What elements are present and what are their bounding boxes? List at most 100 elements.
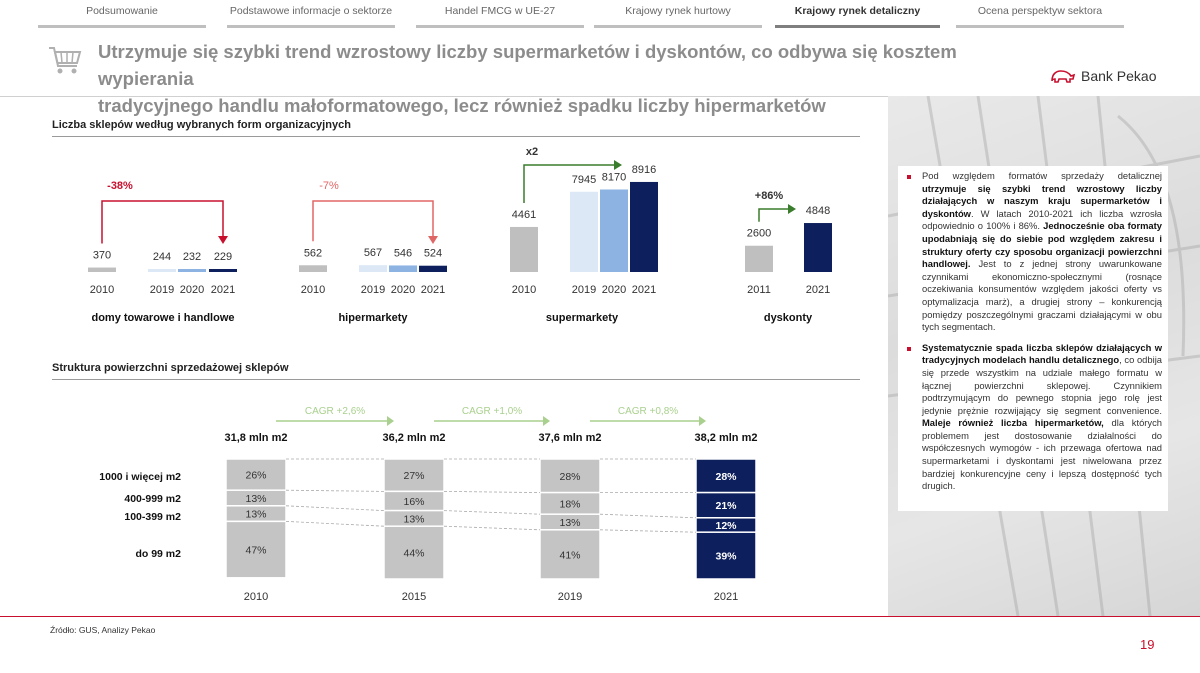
stack-segment-3 [695, 531, 757, 580]
bison-logo-icon [1051, 70, 1076, 83]
group-label: hipermarkety [338, 312, 408, 324]
series-label: 400-999 m2 [124, 493, 181, 505]
series-label: 100-399 m2 [124, 511, 181, 523]
tab-label: Handel FMCG w UE-27 [444, 5, 556, 17]
segment-label: 13% [403, 513, 424, 525]
data-label: 562 [304, 247, 322, 259]
arrow-head-icon [614, 160, 622, 170]
connector-line [285, 489, 385, 492]
bar-2010 [510, 226, 538, 272]
connector-line [599, 513, 697, 519]
cagr-label: CAGR +2,6% [305, 406, 365, 417]
data-label: 567 [364, 247, 382, 259]
tab-podstawowe-informacje[interactable]: Podstawowe informacje o sektorze [227, 0, 395, 28]
arrow-head-icon [428, 236, 438, 244]
tab-label: Krajowy rynek hurtowy [625, 5, 731, 17]
arrow-head-icon [788, 204, 796, 214]
data-label: 229 [214, 251, 232, 263]
tab-podsumowanie[interactable]: Podsumowanie [38, 0, 206, 28]
data-label: 370 [93, 250, 111, 262]
tick-label: 2015 [402, 591, 426, 603]
text-segment: . W latach 2010-2021 ich liczba wzrosła … [922, 207, 1162, 232]
stack-segment-2 [225, 505, 287, 523]
stack-segment-3 [225, 520, 287, 579]
chart1-title: Liczba sklepów według wybranych form org… [52, 119, 351, 131]
bar-2019 [359, 265, 387, 272]
tick-label: 2010 [90, 284, 114, 296]
data-label: 244 [153, 251, 171, 263]
arrow-head-icon [543, 416, 550, 426]
text-segment: , co odbija się przede wszystkim na udzi… [922, 354, 1162, 416]
commentary-box: Pod względem formatów sprzedaży detalicz… [898, 166, 1168, 511]
cagr-label: CAGR +0,8% [618, 406, 678, 417]
segment-label: 13% [245, 509, 266, 521]
tab-rynek-hurtowy[interactable]: Krajowy rynek hurtowy [594, 0, 762, 28]
text-segment: dla których problemem jest dostosowanie … [922, 417, 1163, 492]
tab-handel-fmcg[interactable]: Handel FMCG w UE-27 [416, 0, 584, 28]
total-label: 31,8 mln m2 [225, 432, 288, 444]
tick-label: 2011 [747, 284, 771, 296]
stack-segment-1 [225, 489, 287, 507]
segment-label: 13% [559, 517, 580, 529]
tick-label: 2021 [632, 284, 656, 296]
bar-2019 [570, 191, 598, 272]
data-label: 232 [183, 251, 201, 263]
tab-label: Krajowy rynek detaliczny [794, 5, 921, 17]
total-label: 37,6 mln m2 [539, 432, 602, 444]
change-arrow [758, 208, 788, 222]
chart2-title: Struktura powierzchni sprzedażowej sklep… [52, 362, 289, 374]
arrow-head-icon [699, 416, 706, 426]
stack-segment-1 [695, 491, 757, 519]
text-segment: Pod względem formatów sprzedaży detalicz… [922, 170, 1162, 181]
source-note: Źródło: GUS, Analizy Pekao [50, 625, 156, 635]
logo-text: Bank Pekao [1081, 68, 1157, 84]
shopping-cart-icon [49, 47, 82, 74]
stack-segment-0 [225, 458, 287, 491]
segment-label: 18% [559, 498, 580, 510]
page-title-line2: tradycyjnego handlu małoformatowego, lec… [98, 95, 826, 116]
connector-line [599, 529, 697, 533]
cagr-label: CAGR +1,0% [462, 406, 522, 417]
bar-2020 [600, 189, 628, 272]
segment-label: 47% [245, 545, 266, 557]
connector-line [443, 510, 541, 515]
segment-label: 13% [245, 493, 266, 505]
bar-2020 [389, 265, 417, 272]
bar-2010 [88, 267, 116, 272]
bar-2021 [804, 223, 832, 272]
segment-label: 44% [403, 548, 424, 560]
tick-label: 2019 [150, 284, 174, 296]
connector-line [443, 525, 541, 531]
bar-2021 [630, 181, 658, 272]
tick-label: 2021 [421, 284, 445, 296]
stack-segment-0 [695, 458, 757, 494]
page-title-line1: Utrzymuje się szybki trend wzrostowy lic… [98, 41, 957, 89]
segment-label: 28% [559, 471, 580, 483]
data-label: 546 [394, 247, 412, 259]
group-label: domy towarowe i handlowe [91, 312, 234, 324]
segment-label: 41% [559, 549, 580, 561]
arrow-head-icon [387, 416, 394, 426]
total-label: 38,2 mln m2 [695, 432, 758, 444]
segment-label: 28% [715, 471, 737, 483]
tab-ocena-perspektyw[interactable]: Ocena perspektyw sektora [956, 0, 1124, 28]
bar-2020 [178, 269, 206, 272]
page-number: 19 [1140, 637, 1155, 652]
stack-segment-1 [383, 490, 445, 512]
change-label: +86% [755, 190, 784, 202]
tab-rynek-detaliczny[interactable]: Krajowy rynek detaliczny [775, 0, 940, 28]
commentary-bullet-1: Pod względem formatów sprzedaży detalicz… [904, 170, 1162, 334]
stack-segment-3 [539, 529, 601, 580]
text-segment-bold: Jednocześnie oba formaty upodabniają się… [922, 220, 1162, 270]
change-arrow [523, 164, 614, 203]
tab-label: Ocena perspektyw sektora [977, 5, 1103, 17]
tick-label: 2020 [180, 284, 204, 296]
text-segment-bold: Systematycznie spada liczba sklepów dzia… [922, 341, 1162, 366]
segment-label: 21% [715, 500, 737, 512]
stack-segment-1 [539, 491, 601, 515]
connector-line [443, 491, 541, 493]
data-label: 2600 [747, 228, 771, 240]
bar-2011 [745, 245, 773, 272]
data-label: 524 [424, 248, 442, 260]
connector-line [285, 505, 385, 511]
